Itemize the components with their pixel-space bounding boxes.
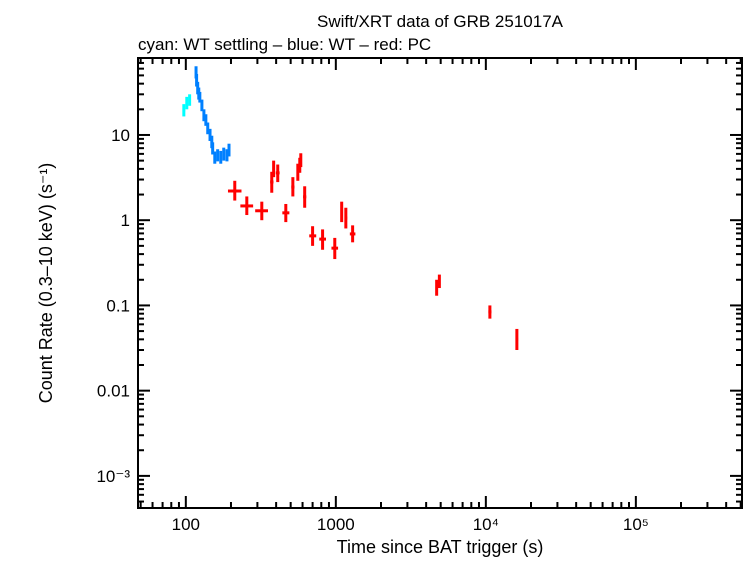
data-point: [299, 153, 303, 168]
data-point: [349, 225, 356, 243]
data-point: [206, 122, 210, 135]
data-point: [185, 96, 189, 110]
x-tick-label: 1000: [317, 515, 355, 534]
data-point: [340, 201, 344, 223]
y-tick-label: 1: [121, 211, 130, 230]
data-point: [204, 114, 208, 126]
data-point: [344, 207, 348, 229]
y-axis-label: Count Rate (0.3–10 keV) (s⁻¹): [36, 163, 56, 404]
x-tick-label: 10⁴: [473, 515, 499, 534]
y-tick-label: 0.1: [106, 296, 130, 315]
chart-title: Swift/XRT data of GRB 251017A: [317, 12, 564, 31]
data-point: [222, 147, 226, 161]
data-point: [202, 109, 206, 122]
data-point: [275, 164, 280, 183]
y-tick-label: 0.01: [97, 382, 130, 401]
data-point: [225, 149, 229, 162]
data-point: [282, 203, 290, 223]
series-wt-settling: [182, 94, 192, 117]
data-point: [270, 171, 274, 193]
data-point: [240, 196, 254, 216]
x-tick-label: 100: [172, 515, 200, 534]
data-point: [208, 128, 212, 141]
data-point: [515, 328, 519, 350]
plot-frame: [137, 57, 743, 509]
data-point: [303, 186, 307, 208]
data-point: [255, 201, 268, 221]
data-point: [291, 177, 295, 197]
data-point: [437, 274, 441, 289]
data-point: [331, 237, 339, 260]
data-point: [309, 226, 317, 246]
data-point: [227, 180, 242, 201]
x-tick-label: 10⁵: [623, 515, 649, 534]
data-point: [182, 104, 186, 117]
chart-subtitle: cyan: WT settling – blue: WT – red: PC: [138, 35, 431, 54]
data-point: [219, 150, 223, 164]
series-pc: [227, 153, 519, 350]
y-tick-label: 10⁻³: [96, 467, 130, 486]
data-point: [188, 94, 192, 106]
data-point: [488, 305, 492, 319]
data-point: [435, 279, 439, 296]
data-point: [216, 149, 220, 162]
data-point: [211, 142, 215, 155]
data-point: [319, 229, 327, 250]
data-point: [227, 143, 231, 157]
x-axis-label: Time since BAT trigger (s): [337, 537, 544, 557]
data-point: [200, 99, 204, 112]
data-point: [198, 91, 202, 103]
data-point: [213, 151, 217, 164]
data-point: [272, 160, 276, 178]
series-wt: [194, 66, 231, 164]
y-tick-label: 10: [111, 126, 130, 145]
